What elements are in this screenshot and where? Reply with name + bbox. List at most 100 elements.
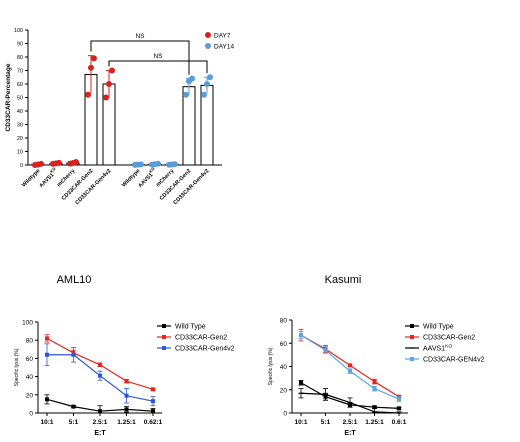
data-point bbox=[85, 91, 91, 98]
legend-marker bbox=[410, 335, 414, 339]
data-point bbox=[397, 406, 401, 411]
legend-label: AAVS1KO bbox=[423, 344, 452, 353]
y-tick-label: 40 bbox=[280, 364, 288, 371]
y-tick-label: 20 bbox=[17, 136, 23, 142]
data-point bbox=[207, 74, 213, 81]
chart-title: Kasumi bbox=[325, 274, 362, 286]
aml10-lysis-chart: AML10 0 20 40 60 80 100 Specific lysis (%) 10:1 5… bbox=[14, 274, 235, 437]
x-tick-label: 0.62:1 bbox=[144, 419, 163, 426]
data-point bbox=[151, 409, 155, 414]
legend-label: CD33CAR-GEN4v2 bbox=[423, 357, 485, 364]
y-tick-label: 90 bbox=[17, 42, 23, 48]
data-point bbox=[56, 159, 62, 166]
data-point bbox=[183, 91, 189, 98]
bar bbox=[182, 86, 196, 166]
x-tick-label: 1.25:1 bbox=[365, 419, 384, 426]
data-point bbox=[397, 397, 401, 402]
data-point bbox=[372, 405, 377, 410]
data-point bbox=[103, 94, 109, 101]
y-tick-label: 80 bbox=[26, 338, 34, 345]
y-tick-label: 80 bbox=[17, 55, 23, 61]
legend-label: CD33CAR-Gen2 bbox=[423, 335, 475, 342]
data-point bbox=[98, 373, 102, 378]
x-category-label: CD33CAR-Gen2 bbox=[159, 168, 193, 202]
x-tick-label: 2.5:1 bbox=[343, 419, 358, 426]
legend-label: CD33CAR-Gen2 bbox=[175, 335, 227, 342]
data-point bbox=[299, 380, 303, 385]
x-tick-label: 0.6:1 bbox=[392, 419, 407, 426]
y-tick-label: 0 bbox=[283, 411, 287, 418]
data-point bbox=[348, 369, 352, 374]
data-point bbox=[73, 159, 79, 166]
x-category-label: AAVS1KO bbox=[37, 167, 59, 189]
legend-marker bbox=[162, 335, 166, 339]
significance-label: NS bbox=[135, 33, 145, 40]
data-point bbox=[124, 407, 129, 412]
y-tick-label: 100 bbox=[22, 320, 33, 327]
y-tick-label: 70 bbox=[17, 69, 23, 75]
legend-label-text: AAVS1 bbox=[423, 346, 445, 353]
legend-label: DAY14 bbox=[214, 44, 234, 51]
y-tick-label: 10 bbox=[17, 150, 23, 156]
x-category-label: CD33CAR-Gen4v2 bbox=[172, 168, 210, 206]
data-point bbox=[98, 409, 102, 414]
y-tick-label: 40 bbox=[17, 109, 23, 115]
legend-marker bbox=[162, 346, 166, 350]
y-tick-label: 60 bbox=[26, 356, 34, 363]
x-tick-label: 10:1 bbox=[40, 419, 53, 426]
data-point bbox=[45, 352, 49, 357]
y-tick-label: 80 bbox=[280, 318, 288, 325]
legend-label-text: CD33CAR-Gen2 bbox=[175, 335, 227, 342]
x-category-label-text: AAVS1 bbox=[38, 172, 55, 189]
data-point bbox=[124, 379, 129, 384]
legend-marker bbox=[410, 324, 414, 328]
x-category-label-text: CD33CAR-Gen4v2 bbox=[172, 168, 210, 206]
significance-bracket bbox=[90, 40, 190, 75]
data-point bbox=[45, 397, 49, 402]
y-tick-label: 30 bbox=[17, 123, 23, 129]
data-point bbox=[71, 352, 76, 357]
y-tick-label: 50 bbox=[17, 96, 23, 102]
y-tick-label: 20 bbox=[280, 387, 288, 394]
data-point bbox=[71, 404, 76, 409]
x-category-label: AAVS1KO bbox=[136, 167, 158, 189]
bar-chart-panel: 0 10 20 30 40 50 60 70 80 90 100 CD33CAR-Percentage… bbox=[5, 28, 234, 206]
y-tick-label: 100 bbox=[14, 28, 23, 34]
chart-title: AML10 bbox=[57, 274, 92, 286]
data-point bbox=[106, 81, 112, 87]
data-point bbox=[372, 379, 377, 384]
legend-label-superscript: KO bbox=[445, 344, 452, 350]
x-category-label-text: CD33CAR-Gen2 bbox=[159, 168, 193, 202]
x-category-label: CD33CAR-Gen4v2 bbox=[74, 168, 112, 206]
legend-label: Wild Type bbox=[175, 324, 206, 331]
data-point bbox=[155, 160, 161, 167]
x-category-label-superscript: KO bbox=[50, 167, 57, 174]
legend-marker bbox=[410, 357, 414, 361]
data-point bbox=[98, 362, 102, 367]
x-tick-label: 1.25:1 bbox=[117, 419, 136, 426]
y-axis-label: Specific lysis (%) bbox=[14, 348, 20, 386]
data-point bbox=[91, 55, 97, 62]
data-point bbox=[348, 363, 352, 368]
y-tick-label: 60 bbox=[17, 82, 23, 88]
data-point bbox=[151, 387, 155, 392]
data-point bbox=[109, 67, 115, 74]
data-point bbox=[204, 81, 210, 87]
x-category-label-superscript: KO bbox=[149, 167, 156, 174]
legend-label-text: CD33CAR-Gen2 bbox=[423, 335, 475, 342]
data-point bbox=[172, 161, 178, 168]
legend-label-text: CD33CAR-GEN4v2 bbox=[423, 357, 485, 364]
data-point bbox=[38, 160, 44, 167]
data-point bbox=[299, 333, 303, 338]
data-point bbox=[45, 336, 49, 341]
y-tick-label: 0 bbox=[20, 163, 23, 169]
data-point bbox=[88, 64, 94, 71]
legend-marker bbox=[205, 43, 211, 49]
legend-label-text: Wild Type bbox=[175, 324, 206, 331]
x-tick-label: 5:1 bbox=[321, 419, 331, 426]
x-category-label-text: CD33CAR-Gen4v2 bbox=[74, 168, 112, 206]
y-tick-label: 0 bbox=[29, 411, 33, 418]
data-point bbox=[372, 386, 377, 391]
data-point bbox=[151, 399, 155, 404]
